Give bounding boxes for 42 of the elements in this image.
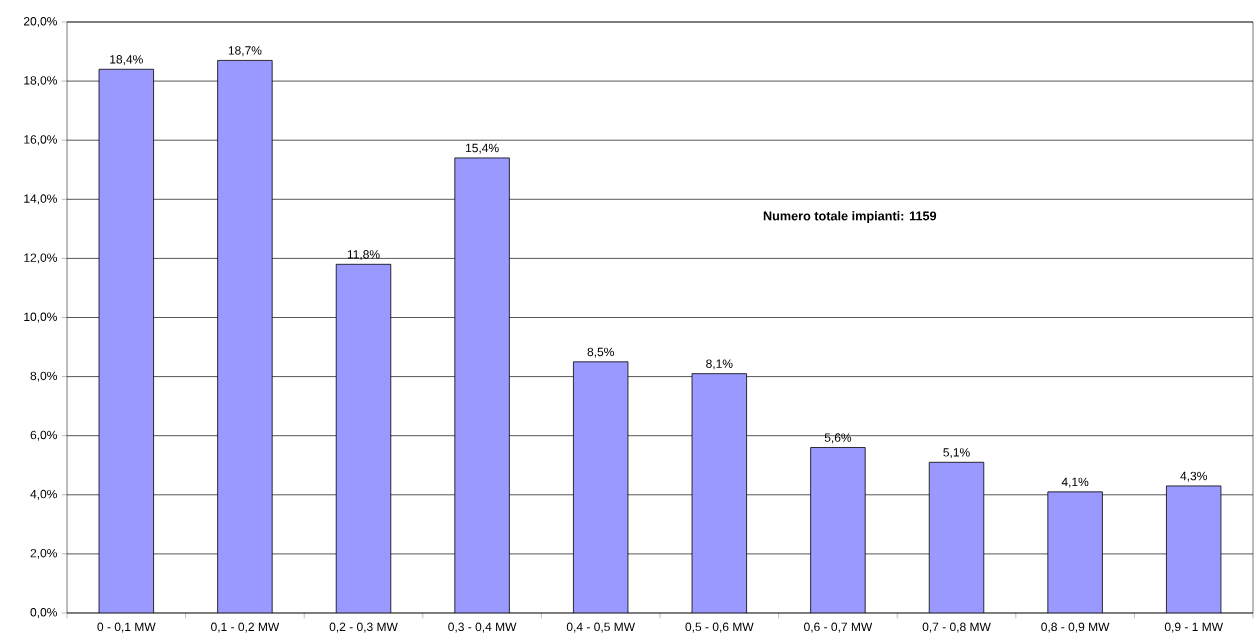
x-tick-label: 0,1 - 0,2 MW <box>211 622 280 633</box>
bar <box>335 263 392 613</box>
x-tick-label: 0,4 - 0,5 MW <box>566 622 636 633</box>
y-tick-label: 14,0% <box>24 194 57 205</box>
y-tick-label: 6,0% <box>30 430 57 441</box>
x-tick-label: 0,5 - 0,6 MW <box>685 622 754 633</box>
y-tick-label: 4,0% <box>30 489 57 500</box>
x-tick-label: 0,8 - 0,9 MW <box>1041 622 1110 633</box>
bar <box>217 60 273 613</box>
bar <box>810 447 866 613</box>
x-tick-label: 0 - 0,1 MW <box>97 622 156 633</box>
x-tick-label: 0,3 - 0,4 MW <box>448 622 517 633</box>
data-label: 8,1% <box>706 359 733 370</box>
bar <box>454 157 510 613</box>
y-tick-label: 12,0% <box>24 253 57 264</box>
y-tick-label: 20,0% <box>23 17 57 27</box>
annotation: Numero totale impianti: 1159 <box>763 211 937 223</box>
bar <box>691 373 747 613</box>
y-tick-label: 8,0% <box>30 371 57 382</box>
y-tick-label: 2,0% <box>30 548 57 559</box>
bar <box>928 461 985 613</box>
bar <box>1047 491 1103 613</box>
x-tick-label: 0,6 - 0,7 MW <box>804 622 873 633</box>
data-label: 5,6% <box>824 433 852 444</box>
y-tick-label: 0,0% <box>30 608 57 618</box>
data-label: 5,1% <box>943 448 970 459</box>
data-label: 18,7% <box>228 46 262 57</box>
data-label: 4,1% <box>1061 477 1089 488</box>
bar <box>98 68 154 613</box>
bar <box>573 361 629 613</box>
bar <box>1166 485 1222 613</box>
data-label: 8,5% <box>587 347 614 358</box>
x-tick-label: 0,9 - 1 MW <box>1164 622 1224 633</box>
data-label: 11,8% <box>347 250 380 261</box>
y-tick-label: 16,0% <box>24 135 57 146</box>
x-tick-label: 0,7 - 0,8 MW <box>922 622 991 633</box>
data-label: 15,4% <box>466 143 499 154</box>
data-label: 4,3% <box>1180 471 1207 482</box>
data-label: 18,4% <box>110 55 143 65</box>
y-tick-label: 18,0% <box>24 76 57 87</box>
x-tick-label: 0,2 - 0,3 MW <box>329 622 398 633</box>
y-tick-label: 10,0% <box>24 312 57 323</box>
